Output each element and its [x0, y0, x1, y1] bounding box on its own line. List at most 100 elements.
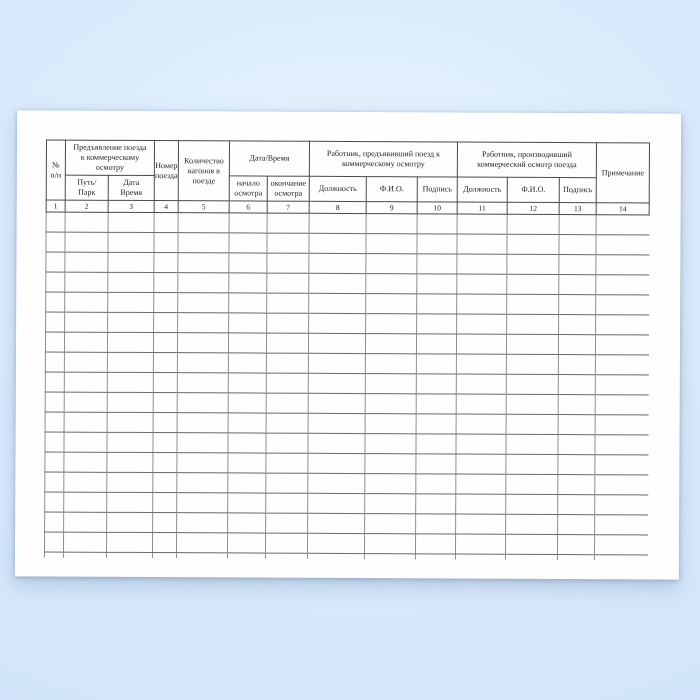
column-number-cell: 3: [108, 200, 155, 213]
header-inspection-end: окончание осмотра: [267, 176, 310, 202]
empty-cell: [266, 413, 309, 434]
column-number-cell: 2: [65, 200, 109, 213]
empty-cell: [177, 332, 229, 353]
empty-cell: [365, 233, 418, 254]
empty-cell: [595, 274, 649, 295]
empty-cell: [63, 512, 107, 533]
empty-cell: [176, 512, 228, 533]
empty-cell: [415, 453, 456, 475]
empty-cell: [366, 213, 418, 234]
empty-cell: [177, 372, 229, 393]
empty-cell: [177, 232, 230, 253]
column-number-cell: 14: [596, 202, 650, 215]
empty-cell: [558, 274, 596, 295]
empty-cell: [228, 252, 267, 274]
empty-cell: [107, 372, 154, 393]
header-track-park: Путь/ Парк: [65, 175, 109, 201]
empty-cell: [594, 494, 648, 515]
empty-cell: [266, 233, 310, 254]
empty-cell: [415, 473, 456, 495]
empty-cell: [153, 412, 178, 433]
empty-cell: [456, 414, 507, 435]
empty-cell: [228, 332, 267, 354]
empty-cell: [364, 493, 416, 514]
empty-cell: [416, 413, 457, 435]
empty-cell: [45, 332, 65, 353]
empty-cell: [44, 532, 64, 553]
empty-cell: [107, 312, 154, 333]
empty-cell: [44, 432, 65, 453]
empty-cell: [46, 212, 66, 233]
empty-cell: [365, 373, 417, 394]
empty-cell: [557, 434, 596, 455]
empty-cell: [415, 513, 456, 535]
partial-cell: [415, 553, 456, 560]
empty-cell: [308, 253, 366, 274]
empty-cell: [308, 273, 366, 294]
header-train-number: Номер поезда: [154, 140, 179, 201]
column-number-cell: 6: [229, 200, 268, 214]
header-presenter-signature: Подпись: [417, 176, 458, 203]
empty-cell: [365, 293, 417, 314]
empty-cell: [266, 353, 309, 374]
empty-cell: [266, 333, 309, 354]
empty-cell: [45, 412, 65, 433]
empty-cell: [229, 212, 268, 234]
empty-cell: [153, 252, 178, 273]
empty-cell: [558, 234, 597, 255]
partial-cell: [557, 554, 595, 561]
header-wagons-in-train: Количество вагонов в поезде: [178, 140, 230, 201]
empty-cell: [455, 494, 506, 515]
empty-cell: [227, 492, 266, 514]
partial-cell: [364, 553, 416, 560]
empty-cell: [365, 253, 417, 274]
empty-cell: [558, 394, 596, 415]
empty-cell: [64, 392, 108, 413]
empty-cell: [416, 333, 457, 355]
empty-cell: [365, 353, 417, 374]
header-date-time: Дата Время: [108, 175, 155, 201]
empty-cell: [456, 274, 507, 295]
empty-cell: [228, 412, 267, 434]
empty-cell: [595, 234, 650, 255]
empty-cell: [177, 292, 229, 313]
empty-cell: [558, 294, 596, 315]
empty-cell: [417, 213, 458, 235]
empty-cell: [594, 514, 648, 535]
empty-cell: [365, 413, 417, 434]
empty-cell: [505, 434, 559, 455]
empty-cell: [364, 513, 416, 534]
empty-cell: [307, 493, 365, 514]
empty-cell: [106, 512, 153, 533]
empty-cell: [506, 374, 559, 395]
empty-cell: [152, 452, 177, 473]
empty-cell: [364, 473, 416, 494]
column-number-cell: 5: [178, 200, 230, 213]
empty-cell: [177, 412, 229, 433]
empty-cell: [45, 392, 65, 413]
column-number-cell: 10: [417, 201, 458, 215]
empty-cell: [416, 393, 457, 415]
empty-cell: [107, 232, 155, 253]
empty-cell: [154, 212, 179, 233]
empty-cell: [265, 533, 308, 554]
empty-cell: [557, 514, 595, 535]
empty-cell: [177, 312, 229, 333]
empty-cell: [265, 513, 308, 534]
empty-cell: [505, 474, 558, 495]
empty-cell: [506, 394, 559, 415]
empty-cell: [364, 533, 416, 554]
empty-cell: [456, 294, 507, 315]
empty-cell: [595, 334, 649, 355]
empty-cell: [455, 474, 506, 495]
empty-cell: [265, 453, 309, 474]
partial-cell: [227, 552, 266, 559]
empty-cell: [152, 492, 177, 513]
table-header: № п/п Предъявление поезда к коммерческом…: [46, 140, 650, 215]
empty-cell: [44, 512, 64, 533]
empty-cell: [594, 534, 648, 555]
empty-cell: [64, 412, 108, 433]
column-number-cell: 1: [46, 200, 66, 213]
empty-cell: [558, 254, 596, 275]
empty-cell: [365, 333, 417, 354]
